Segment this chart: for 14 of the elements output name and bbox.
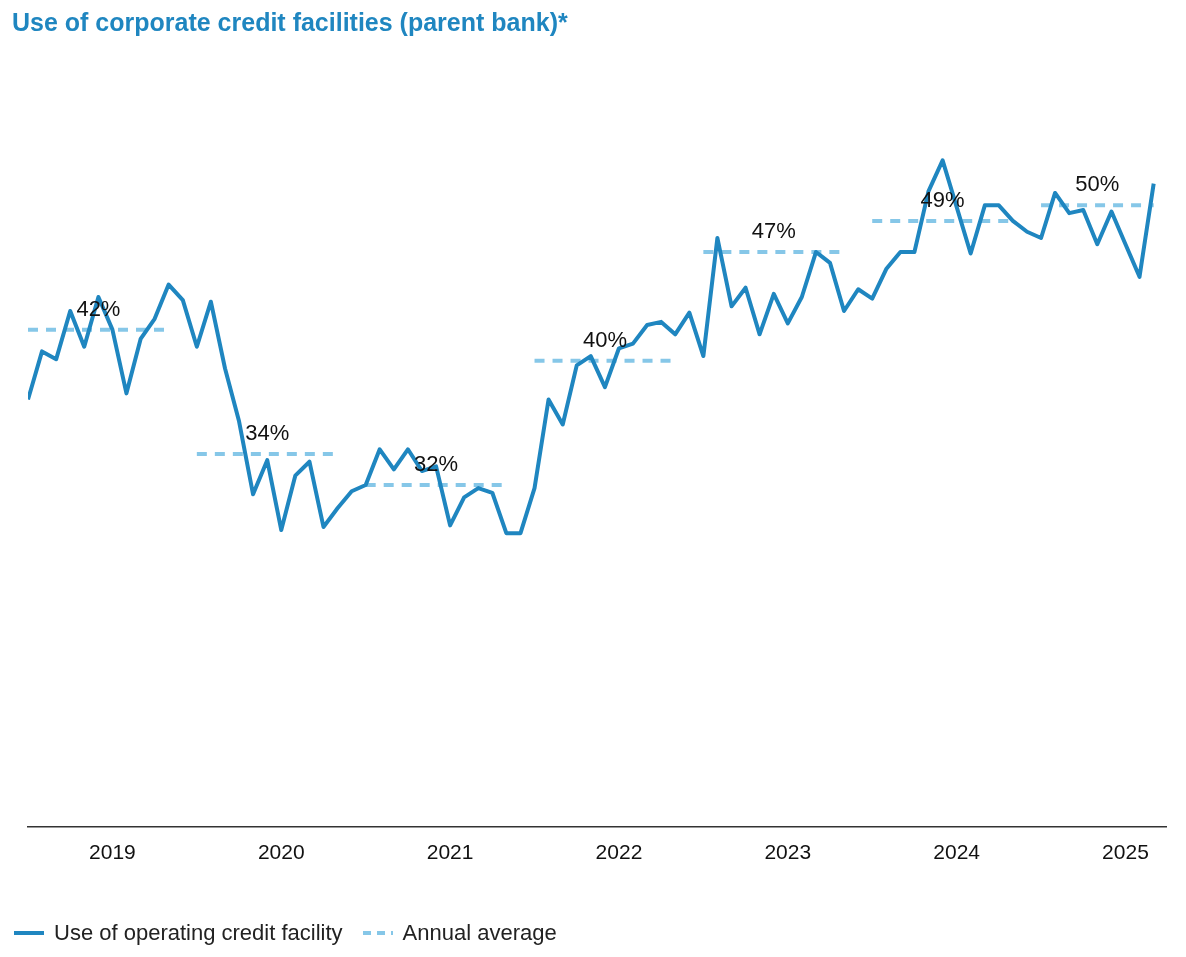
x-tick-label: 2022 (595, 840, 643, 864)
data-label: 34% (245, 420, 290, 445)
chart-title: Use of corporate credit facilities (parent bank)* (12, 8, 568, 37)
data-label: 40% (582, 326, 627, 352)
legend-label: Use of operating credit facility (54, 920, 343, 946)
x-tick-label: 2019 (89, 840, 136, 864)
x-tick-label: 2024 (933, 840, 981, 864)
x-tick-label: 2021 (426, 840, 474, 864)
x-tick-label: 2020 (257, 840, 305, 864)
x-tick-label: 2023 (764, 840, 812, 864)
data-label: 50% (1075, 171, 1120, 197)
legend-label: Annual average (402, 920, 557, 946)
x-tick-label: 2025 (1102, 840, 1149, 864)
data-label: 47% (751, 218, 796, 244)
